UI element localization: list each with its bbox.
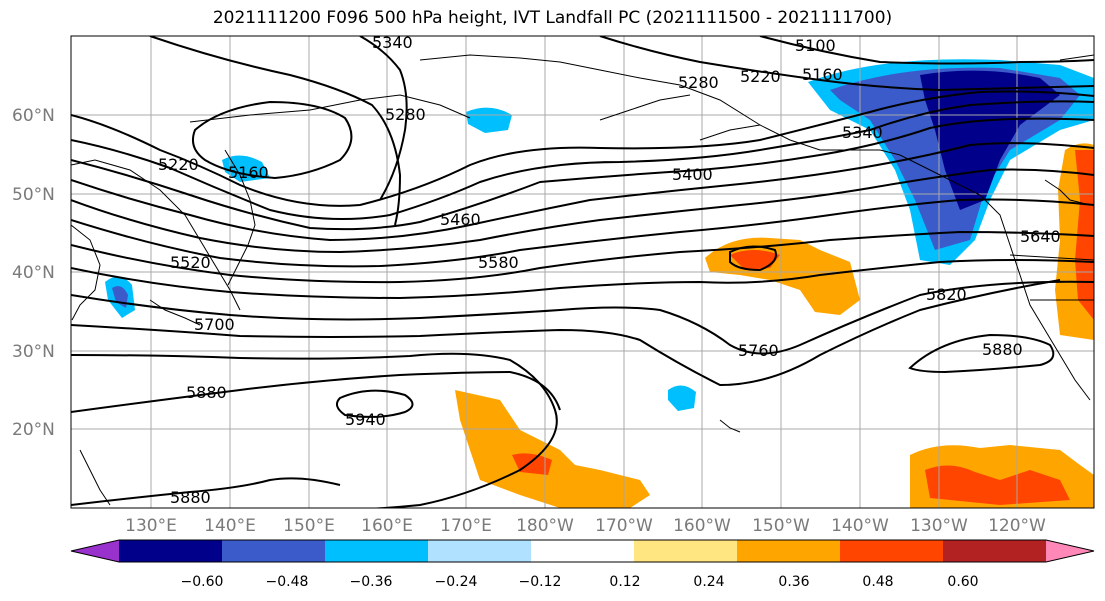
colorbar-tick: 0.48 bbox=[862, 574, 893, 590]
contour-label: 5400 bbox=[672, 165, 713, 184]
colorbar-tick: 0.24 bbox=[693, 574, 724, 590]
lat-label: 30°N bbox=[12, 342, 55, 362]
colorbar-cell bbox=[428, 540, 532, 562]
contour-label: 5640 bbox=[1020, 227, 1061, 246]
contour-label: 5100 bbox=[795, 36, 836, 55]
colorbar-tick: 0.60 bbox=[947, 574, 978, 590]
contour-label: 5880 bbox=[982, 340, 1023, 359]
map-content: 5100 5160 5220 5280 5340 5280 5220 5160 … bbox=[71, 33, 1094, 508]
colorbar-cells bbox=[70, 539, 1095, 563]
contour-label: 5880 bbox=[186, 383, 227, 402]
lon-label: 130°W bbox=[910, 516, 968, 536]
lon-label: 150°W bbox=[752, 516, 810, 536]
colorbar-ticks: −0.60 −0.48 −0.36 −0.24 −0.12 0.12 0.24 … bbox=[181, 574, 979, 590]
longitude-labels: 130°E 140°E 150°E 160°E 170°E 180°W 170°… bbox=[125, 516, 1046, 536]
colorbar-tick: −0.36 bbox=[350, 574, 393, 590]
colorbar: −0.60 −0.48 −0.36 −0.24 −0.12 0.12 0.24 … bbox=[70, 539, 1095, 590]
colorbar-cell bbox=[71, 540, 119, 562]
contour-label: 5820 bbox=[926, 285, 967, 304]
lon-label: 140°W bbox=[831, 516, 889, 536]
lat-label: 50°N bbox=[12, 185, 55, 205]
lon-label: 170°E bbox=[440, 516, 492, 536]
colorbar-tick: 0.36 bbox=[778, 574, 809, 590]
lon-label: 130°E bbox=[125, 516, 177, 536]
colorbar-cell bbox=[737, 540, 841, 562]
colorbar-cell bbox=[1046, 540, 1094, 562]
contour-label: 5160 bbox=[802, 65, 843, 84]
contour-label: 5280 bbox=[678, 73, 719, 92]
map-frame bbox=[70, 35, 1095, 509]
figure-title: 2021111200 F096 500 hPa height, IVT Land… bbox=[212, 8, 893, 28]
contour-label: 5460 bbox=[440, 210, 481, 229]
lon-label: 140°E bbox=[204, 516, 256, 536]
ivt-shading-positive bbox=[455, 143, 1094, 508]
colorbar-tick: −0.24 bbox=[435, 574, 478, 590]
colorbar-outline bbox=[70, 539, 1095, 563]
lon-label: 120°W bbox=[988, 516, 1046, 536]
lon-label: 160°W bbox=[673, 516, 731, 536]
contour-label: 5940 bbox=[345, 410, 386, 429]
lon-label: 160°E bbox=[361, 516, 413, 536]
coastlines bbox=[71, 54, 1094, 506]
graticule bbox=[71, 36, 1094, 508]
colorbar-cell bbox=[325, 540, 429, 562]
lon-label: 150°E bbox=[283, 516, 335, 536]
lon-label: 170°W bbox=[595, 516, 653, 536]
colorbar-tick: −0.48 bbox=[266, 574, 309, 590]
contour-label: 5220 bbox=[740, 67, 781, 86]
contour-label: 5160 bbox=[228, 163, 269, 182]
latitude-labels: 60°N 50°N 40°N 30°N 20°N bbox=[12, 106, 55, 440]
lat-label: 20°N bbox=[12, 420, 55, 440]
colorbar-cell bbox=[943, 540, 1047, 562]
contour-label: 5580 bbox=[478, 253, 519, 272]
contour-label: 5220 bbox=[158, 155, 199, 174]
colorbar-cell bbox=[222, 540, 326, 562]
colorbar-tick: −0.60 bbox=[181, 574, 224, 590]
contour-label: 5700 bbox=[194, 315, 235, 334]
contour-label: 5760 bbox=[738, 341, 779, 360]
contour-label: 5880 bbox=[170, 488, 211, 507]
colorbar-cell bbox=[634, 540, 738, 562]
colorbar-cell bbox=[119, 540, 223, 562]
contour-label: 5520 bbox=[170, 253, 211, 272]
contour-label: 5280 bbox=[385, 105, 426, 124]
colorbar-tick: 0.12 bbox=[609, 574, 640, 590]
lat-label: 40°N bbox=[12, 263, 55, 283]
lat-label: 60°N bbox=[12, 106, 55, 126]
colorbar-cell bbox=[840, 540, 944, 562]
colorbar-cell bbox=[531, 540, 635, 562]
height-contours bbox=[71, 36, 1094, 508]
lon-label: 180°W bbox=[516, 516, 574, 536]
contour-label: 5340 bbox=[372, 33, 413, 52]
contour-label: 5340 bbox=[842, 123, 883, 142]
colorbar-tick: −0.12 bbox=[519, 574, 562, 590]
contour-labels: 5100 5160 5220 5280 5340 5280 5220 5160 … bbox=[158, 33, 1061, 507]
